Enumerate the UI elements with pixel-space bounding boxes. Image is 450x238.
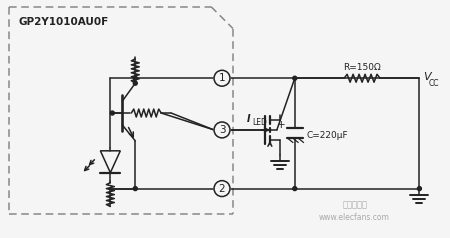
Text: 1: 1 xyxy=(219,73,225,83)
Text: R=150Ω: R=150Ω xyxy=(343,63,381,72)
Circle shape xyxy=(133,187,137,191)
Text: C=220μF: C=220μF xyxy=(307,131,348,140)
Circle shape xyxy=(293,187,297,191)
Circle shape xyxy=(133,81,137,85)
Text: 2: 2 xyxy=(219,183,225,193)
Circle shape xyxy=(418,187,421,191)
Text: LED: LED xyxy=(252,119,267,128)
Text: +: + xyxy=(276,120,285,130)
Text: GP2Y1010AU0F: GP2Y1010AU0F xyxy=(18,17,109,27)
Text: I: I xyxy=(247,114,251,124)
Text: CC: CC xyxy=(428,79,439,88)
Circle shape xyxy=(214,181,230,197)
Circle shape xyxy=(133,76,137,80)
Text: 3: 3 xyxy=(219,125,225,135)
Text: 电子发烧网: 电子发烧网 xyxy=(342,200,367,209)
Circle shape xyxy=(293,76,297,80)
Text: www.elecfans.com: www.elecfans.com xyxy=(319,213,390,222)
Circle shape xyxy=(214,122,230,138)
Circle shape xyxy=(214,70,230,86)
Text: V: V xyxy=(423,72,431,82)
Circle shape xyxy=(110,111,114,115)
